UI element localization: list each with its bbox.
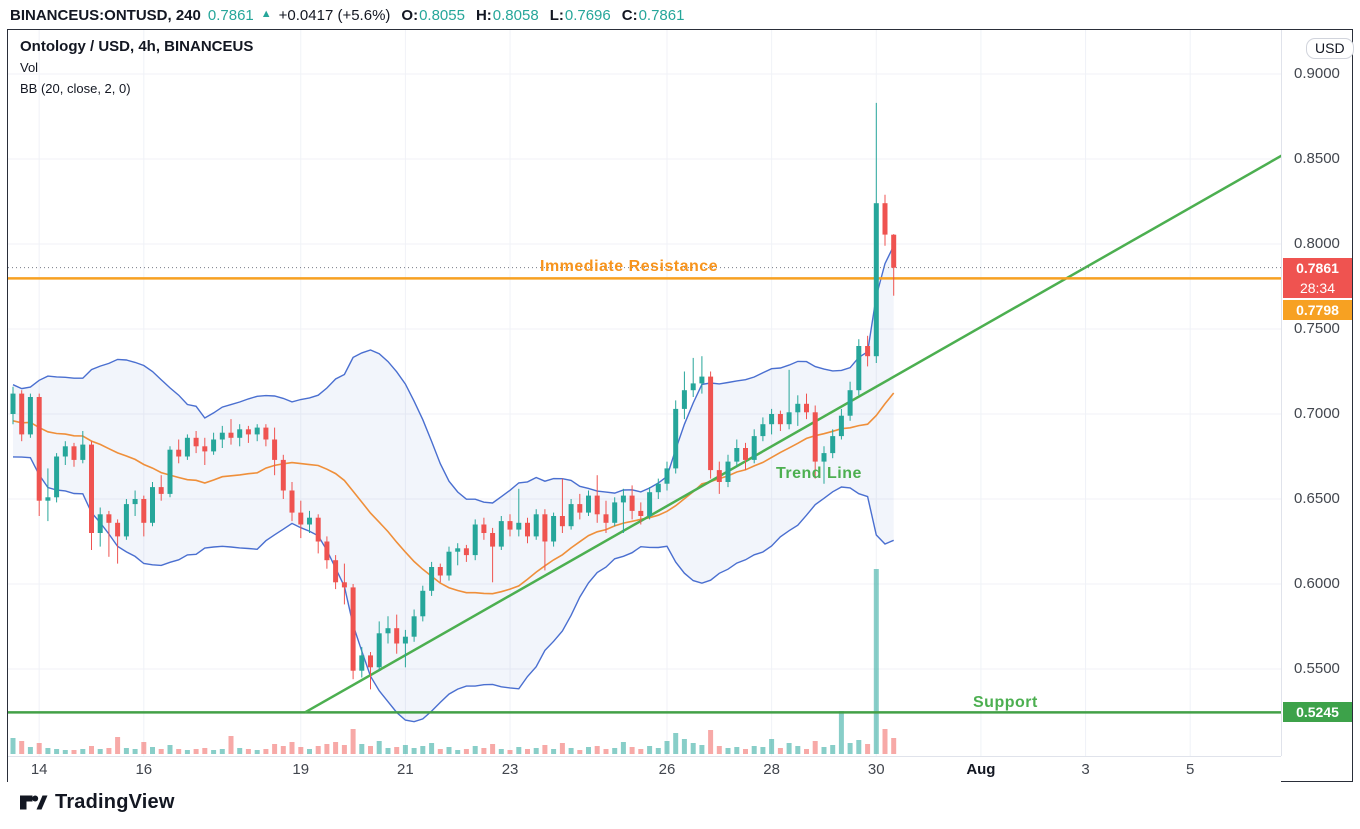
price-up-arrow-icon: ▲	[260, 8, 272, 20]
legend-volume-indicator[interactable]: Vol	[20, 60, 39, 75]
tradingview-attribution[interactable]: TradingView	[20, 791, 175, 814]
last-price: 0.7861	[207, 6, 254, 24]
support-label[interactable]: Support	[973, 694, 1038, 711]
symbol-name[interactable]: BINANCEUS:ONTUSD, 240	[10, 6, 201, 24]
open-label: O:	[401, 6, 419, 24]
time-axis[interactable]: 14 16 19 21 23 26 28 30 Aug 3 5	[8, 756, 1281, 782]
close-label: C:	[621, 6, 638, 24]
last-price-badge-value: 0.7861	[1296, 259, 1339, 276]
open-value: 0.8055	[419, 6, 465, 24]
ohlc-open: O: 0.8055	[401, 7, 465, 24]
support-badge-value: 0.5245	[1296, 704, 1339, 721]
price-tick-label: 0.6500	[1294, 490, 1340, 507]
legend-symbol-title[interactable]: Ontology / USD, 4h, BINANCEUS	[20, 38, 254, 55]
low-value: 0.7696	[564, 6, 611, 24]
ohlc-low: L: 0.7696	[550, 7, 611, 24]
last-price-badge: 0.7861 28:34	[1283, 257, 1352, 298]
time-tick-label: Aug	[966, 761, 996, 778]
high-value: 0.8058	[492, 6, 539, 24]
tradingview-logo-text: TradingView	[55, 791, 175, 813]
price-tick-label: 0.7500	[1294, 320, 1340, 337]
time-tick-label: 26	[658, 761, 676, 778]
support-price-badge: 0.5245	[1283, 702, 1352, 723]
price-tick-label: 0.7000	[1294, 405, 1340, 422]
plot-svg[interactable]	[8, 30, 1281, 756]
close-value: 0.7861	[638, 6, 685, 24]
low-label: L:	[549, 6, 564, 24]
price-tick-label: 0.9000	[1294, 65, 1340, 82]
time-tick-label: 5	[1186, 761, 1195, 778]
ohlc-close: C: 0.7861	[622, 7, 685, 24]
immediate-resistance-label[interactable]: Immediate Resistance	[540, 258, 719, 275]
time-tick-label: 19	[292, 761, 310, 778]
time-tick-label: 21	[397, 761, 414, 778]
price-tick-label: 0.5500	[1294, 660, 1340, 677]
time-tick-label: 30	[867, 761, 885, 778]
legend-bb-indicator[interactable]: BB (20, close, 2, 0)	[20, 81, 131, 96]
time-tick-label: 14	[30, 761, 48, 778]
ohlc-high: H: 0.8058	[476, 7, 539, 24]
symbol-header: BINANCEUS:ONTUSD, 240 0.7861 ▲ +0.0417 (…	[10, 3, 684, 27]
price-chart-pane[interactable]	[8, 30, 1281, 756]
tradingview-logo-icon	[20, 795, 48, 810]
currency-toggle-button[interactable]: USD	[1306, 38, 1354, 59]
time-tick-label: 16	[135, 761, 153, 778]
high-label: H:	[475, 6, 492, 24]
chart-legend: Ontology / USD, 4h, BINANCEUS Vol BB (20…	[20, 36, 253, 99]
price-tick-label: 0.6000	[1294, 575, 1340, 592]
time-tick-label: 23	[501, 761, 519, 778]
time-tick-label: 3	[1081, 761, 1090, 778]
price-axis[interactable]: USD 0.7861 28:34 0.7798 0.5245 0.9000 0.8…	[1281, 30, 1354, 756]
price-tick-label: 0.8500	[1294, 150, 1340, 167]
trend-line-label[interactable]: Trend Line	[776, 465, 862, 482]
price-change: +0.0417 (+5.6%)	[278, 6, 391, 24]
resistance-badge-value: 0.7798	[1296, 301, 1339, 318]
resistance-price-badge: 0.7798	[1283, 299, 1352, 320]
time-tick-label: 28	[763, 761, 780, 778]
price-tick-label: 0.8000	[1294, 235, 1340, 252]
bar-countdown: 28:34	[1299, 279, 1336, 296]
chart-widget: Ontology / USD, 4h, BINANCEUS Vol BB (20…	[7, 29, 1354, 782]
